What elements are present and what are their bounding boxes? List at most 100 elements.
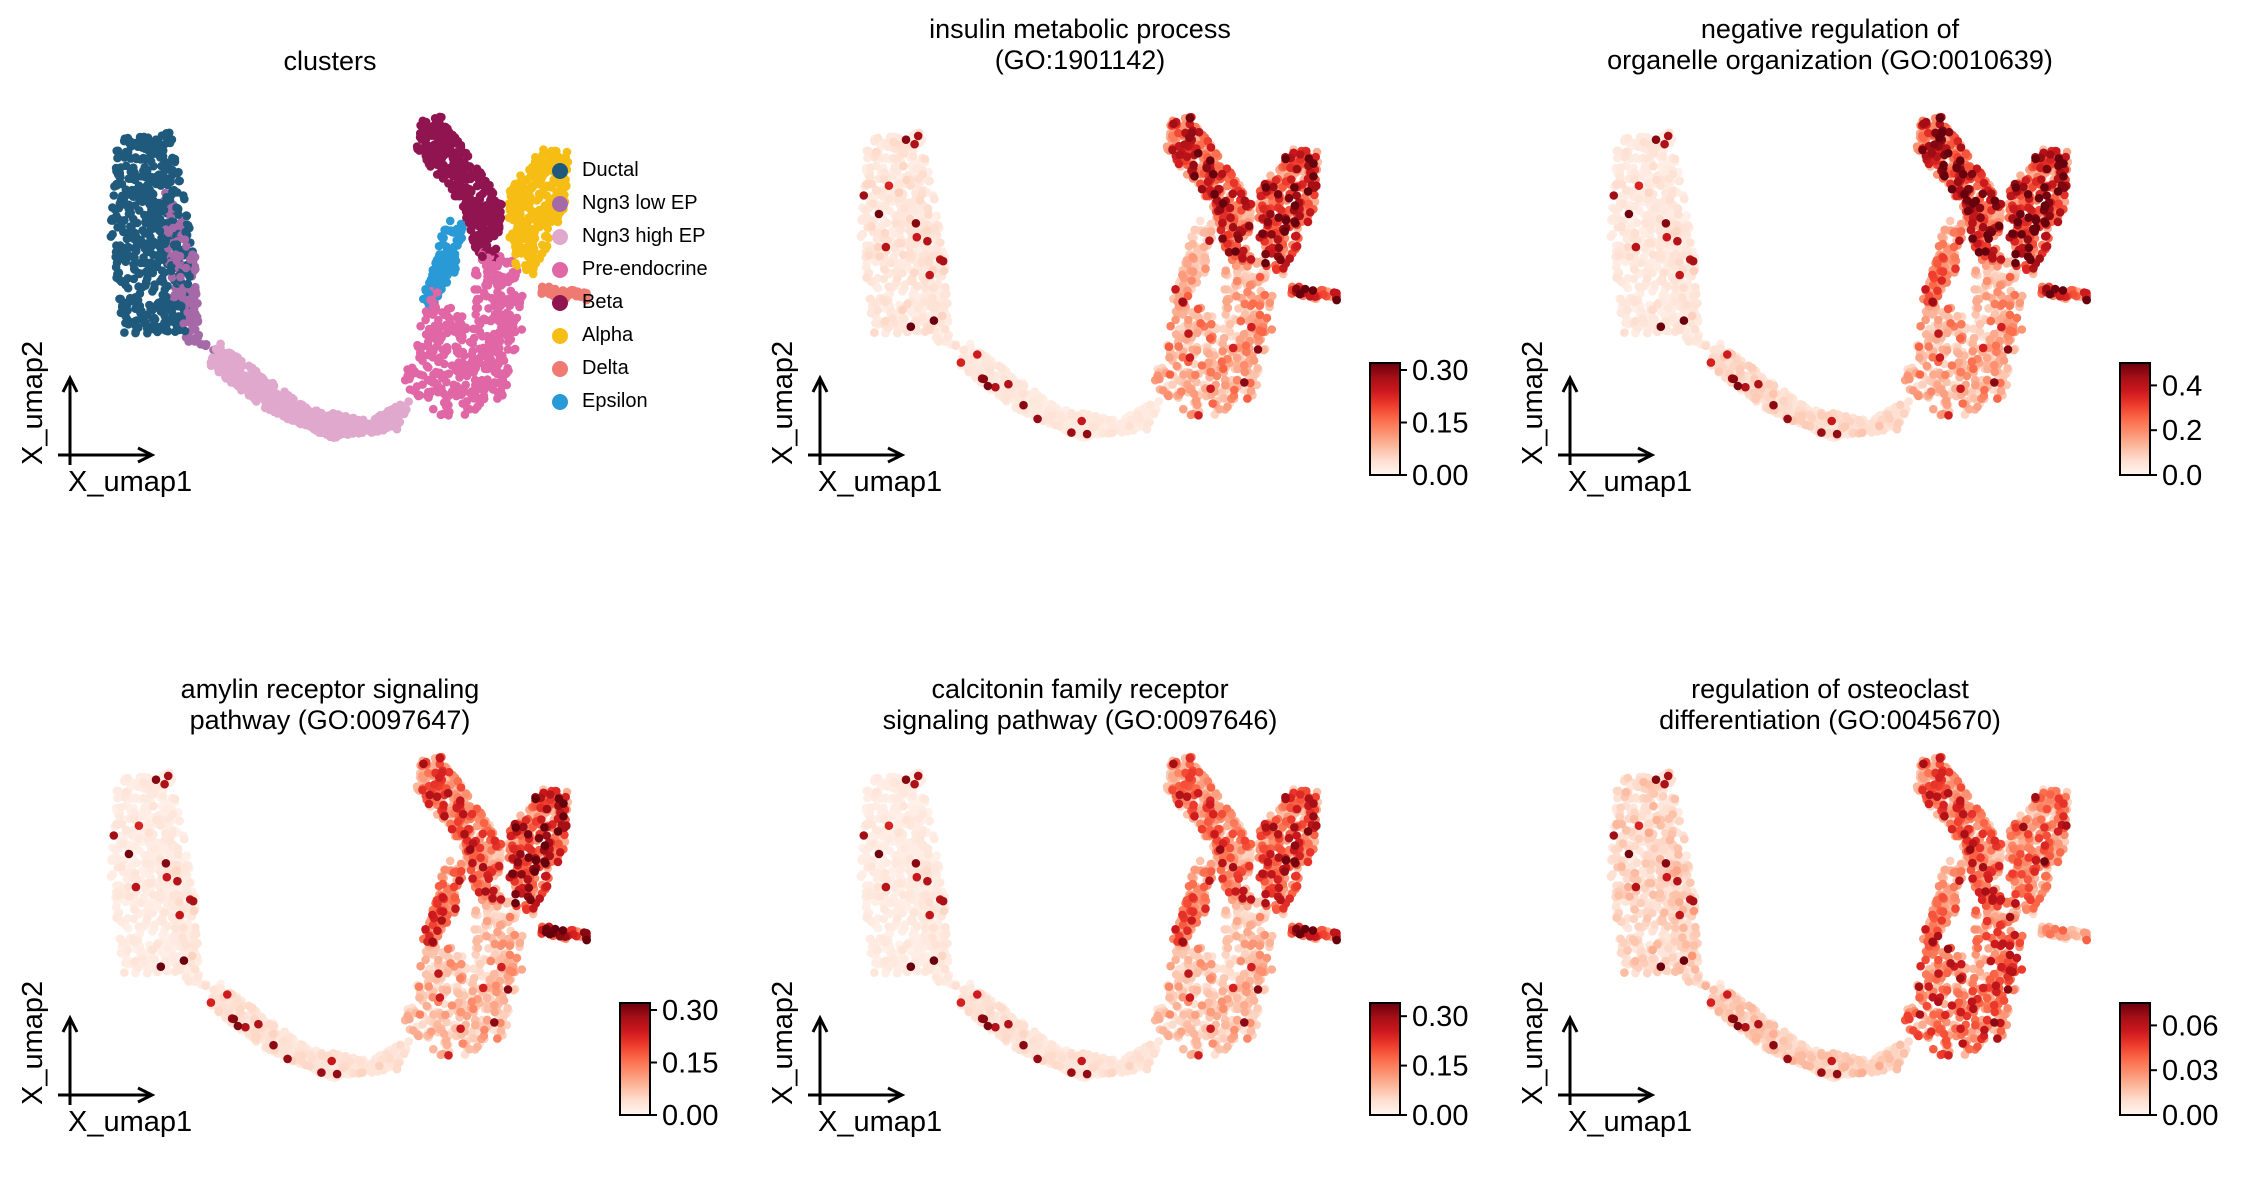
cell-point	[171, 250, 180, 259]
cell-point	[440, 360, 449, 369]
cell-point	[131, 201, 140, 210]
cell-point	[1296, 150, 1305, 159]
cell-point	[246, 364, 255, 373]
cell-point	[1221, 381, 1230, 390]
cell-point	[477, 395, 486, 404]
cell-point	[141, 239, 150, 248]
cell-point	[403, 374, 412, 383]
cell-point	[1280, 227, 1289, 236]
legend-label: Epsilon	[582, 390, 648, 413]
cell-point	[897, 239, 906, 248]
cell-point	[473, 239, 482, 248]
cell-point	[880, 265, 889, 274]
cell-point	[939, 257, 948, 266]
cell-point	[930, 224, 939, 233]
cell-point	[885, 194, 894, 203]
cell-point	[144, 259, 153, 268]
cell-point	[893, 329, 902, 338]
cell-point	[186, 255, 195, 264]
cell-point	[929, 284, 938, 293]
x-axis-label: X_umap1	[68, 466, 192, 498]
cell-point	[918, 170, 927, 179]
cell-point	[940, 267, 949, 276]
cell-point	[516, 171, 525, 180]
cell-point	[874, 243, 883, 252]
cell-point	[179, 191, 188, 200]
cell-point	[452, 322, 461, 331]
cell-point	[1261, 259, 1270, 268]
cell-point	[162, 326, 171, 335]
cell-point	[984, 382, 993, 391]
cell-point	[487, 187, 496, 196]
cell-point	[1281, 155, 1290, 164]
cell-point	[1220, 285, 1229, 294]
cell-point	[1177, 387, 1186, 396]
cell-point	[1266, 299, 1275, 308]
cell-point	[1198, 185, 1207, 194]
cell-point	[1196, 319, 1205, 328]
cell-point	[1191, 371, 1200, 380]
cell-point	[1291, 201, 1300, 210]
cell-point	[381, 422, 390, 431]
cell-point	[128, 167, 137, 176]
cell-point	[1233, 277, 1242, 286]
cell-point	[1330, 288, 1339, 297]
cell-point	[174, 168, 183, 177]
cell-point	[1154, 397, 1163, 406]
cell-point	[108, 230, 117, 239]
cell-point	[1206, 334, 1215, 343]
cell-point	[302, 403, 311, 412]
cell-point	[1186, 114, 1195, 123]
legend-marker-icon	[552, 361, 568, 377]
cell-point	[1189, 240, 1198, 249]
cell-point	[1184, 329, 1193, 338]
cell-point	[1285, 254, 1294, 263]
cell-point	[448, 228, 457, 237]
cell-point	[267, 398, 276, 407]
cell-point	[126, 252, 135, 261]
cell-point	[1245, 222, 1254, 231]
cell-point	[986, 364, 995, 373]
cell-point	[1293, 165, 1302, 174]
cell-point	[290, 402, 299, 411]
cell-point	[1230, 179, 1239, 188]
cell-point	[1174, 342, 1183, 351]
cell-point	[1210, 190, 1219, 199]
cell-point	[526, 236, 535, 245]
cell-point	[925, 271, 934, 280]
cell-point	[1291, 232, 1300, 241]
cell-point	[152, 214, 161, 223]
cell-point	[1254, 345, 1263, 354]
cell-point	[112, 164, 121, 173]
cell-point	[1052, 421, 1061, 430]
cell-point	[166, 166, 175, 175]
cell-point	[472, 383, 481, 392]
cell-point	[1185, 133, 1194, 142]
cell-point	[1205, 349, 1214, 358]
cell-point	[415, 353, 424, 362]
cell-point	[327, 429, 336, 438]
cell-point	[1178, 297, 1187, 306]
cell-point	[149, 162, 158, 171]
cell-point	[500, 324, 509, 333]
cell-point	[132, 139, 141, 148]
cell-point	[522, 193, 531, 202]
cell-point	[873, 306, 882, 315]
cell-point	[511, 345, 520, 354]
cell-point	[1192, 396, 1201, 405]
legend-label: Beta	[582, 291, 623, 314]
cell-point	[1269, 183, 1278, 192]
cell-point	[1247, 387, 1256, 396]
cell-point	[1258, 328, 1267, 337]
cell-point	[506, 187, 515, 196]
cell-point	[503, 308, 512, 317]
cell-point	[437, 156, 446, 165]
cell-point	[870, 298, 879, 307]
cell-point	[874, 134, 883, 143]
cell-point	[114, 247, 123, 256]
cell-point	[512, 247, 521, 256]
cell-point	[208, 355, 217, 364]
cell-point	[1253, 364, 1262, 373]
